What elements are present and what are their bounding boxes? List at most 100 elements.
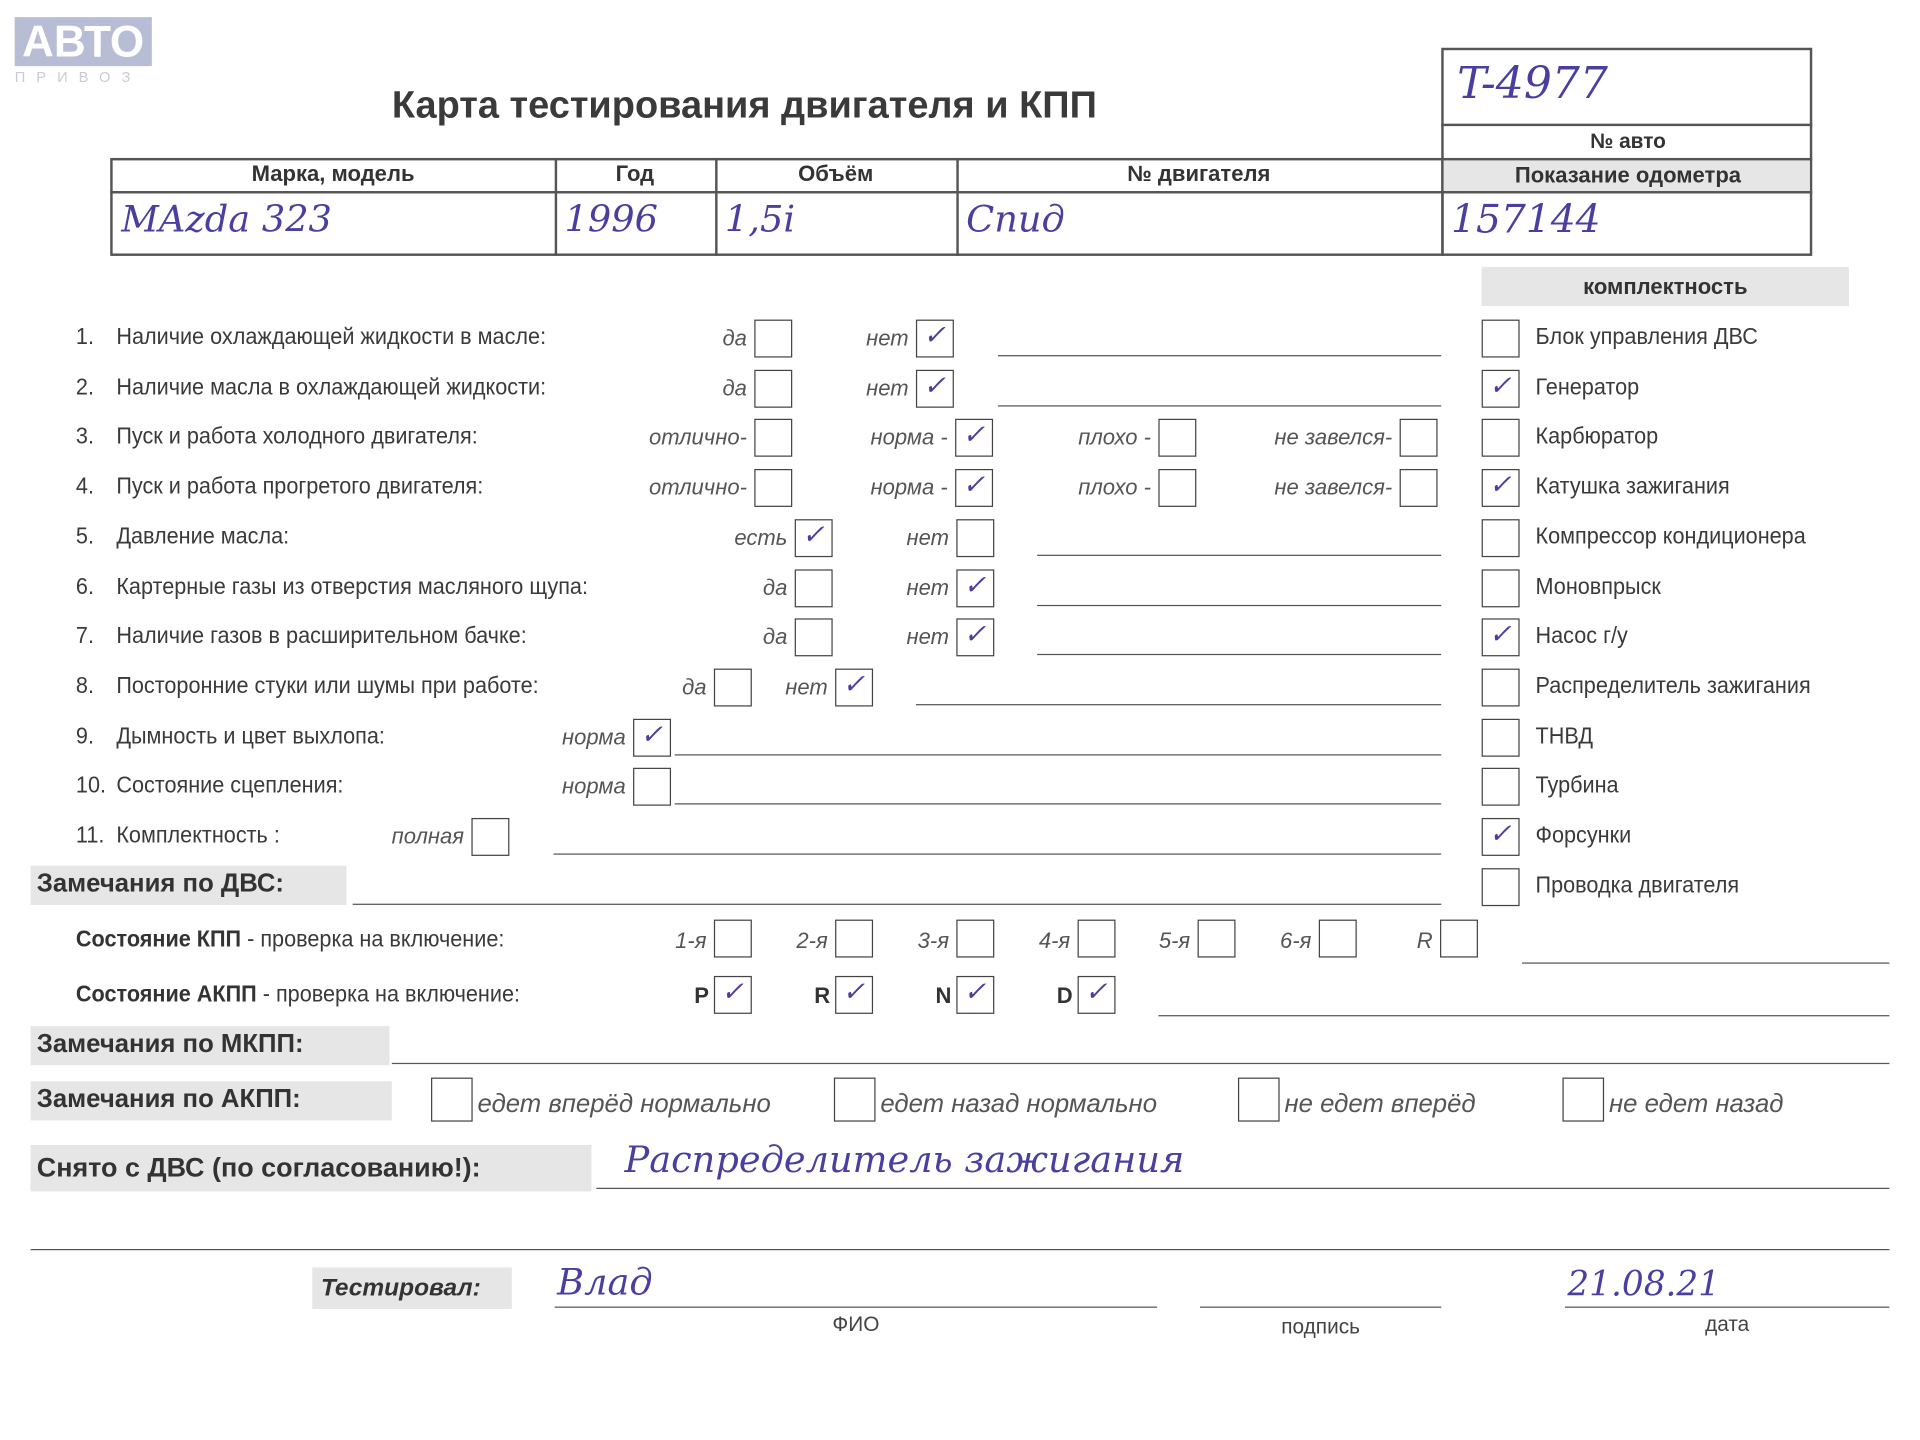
- column-header: Марка, модель: [251, 161, 415, 187]
- check-number: 7.: [75, 623, 94, 650]
- completeness-title: комплектность: [1583, 274, 1748, 299]
- option-label: нет: [866, 325, 909, 351]
- check-option-checkbox[interactable]: [955, 469, 994, 508]
- auto-remark-checkbox[interactable]: [1237, 1077, 1280, 1122]
- completeness-item-label: ТНВД: [1535, 723, 1593, 749]
- auto-remark-checkbox[interactable]: [1562, 1077, 1605, 1122]
- check-option-checkbox[interactable]: [1158, 419, 1197, 458]
- auto-remark-checkbox[interactable]: [833, 1077, 876, 1122]
- blank-line: [1522, 962, 1890, 964]
- check-option-checkbox[interactable]: [754, 319, 793, 358]
- column-header: Объём: [798, 161, 874, 187]
- page-title: Карта тестирования двигателя и КПП: [391, 83, 1097, 127]
- column-divider: [956, 157, 959, 256]
- completeness-checkbox[interactable]: [1481, 518, 1520, 557]
- completeness-checkbox[interactable]: [1481, 469, 1520, 508]
- manual-gear-checkbox[interactable]: [956, 919, 995, 958]
- manual-gear-checkbox[interactable]: [1440, 919, 1478, 958]
- car-box: [1441, 47, 1813, 256]
- date-caption: дата: [1705, 1312, 1750, 1336]
- completeness-checkbox[interactable]: [1481, 668, 1520, 707]
- option-label: нет: [906, 525, 949, 550]
- auto-gear-checkbox[interactable]: [713, 975, 752, 1014]
- gear-label: 2-я: [796, 928, 828, 953]
- column-value: Спид: [966, 198, 1065, 242]
- completeness-checkbox[interactable]: [1481, 768, 1520, 807]
- check-option-checkbox[interactable]: [633, 718, 672, 757]
- check-label: Наличие охлаждающей жидкости в масле:: [116, 324, 547, 351]
- check-option-checkbox[interactable]: [794, 568, 833, 607]
- check-option-checkbox[interactable]: [633, 768, 672, 807]
- check-option-checkbox[interactable]: [915, 319, 954, 358]
- manual-gear-checkbox[interactable]: [1077, 919, 1116, 958]
- completeness-item-label: Насос г/у: [1535, 623, 1628, 650]
- auto-gear-checkbox[interactable]: [835, 975, 874, 1014]
- completeness-checkbox[interactable]: [1481, 369, 1520, 408]
- column-divider: [554, 157, 557, 256]
- check-number: 4.: [75, 473, 94, 500]
- completeness-checkbox[interactable]: [1481, 618, 1520, 657]
- name-caption: ФИО: [832, 1312, 880, 1336]
- completeness-checkbox[interactable]: [1481, 867, 1520, 906]
- completeness-title-bg: [1481, 266, 1849, 307]
- test-date: 21.08.21: [1567, 1263, 1721, 1305]
- check-option-checkbox[interactable]: [1399, 419, 1438, 458]
- check-number: 6.: [75, 573, 94, 600]
- blank-line: [553, 853, 1442, 855]
- logo-text: АВТО: [14, 17, 152, 67]
- completeness-checkbox[interactable]: [1481, 419, 1520, 458]
- check-label: Картерные газы из отверстия масляного щу…: [116, 573, 588, 600]
- check-option-checkbox[interactable]: [956, 518, 995, 557]
- check-option-checkbox[interactable]: [754, 469, 793, 508]
- check-option-checkbox[interactable]: [956, 568, 995, 607]
- removed-line: [596, 1187, 1890, 1189]
- column-header: Год: [615, 161, 655, 187]
- column-divider: [715, 157, 717, 256]
- manual-check-label: Состояние КПП - проверка на включение:: [76, 927, 504, 954]
- manual-remarks-bg: [30, 1026, 390, 1066]
- divider: [1441, 191, 1813, 194]
- check-label: Комплектность :: [116, 822, 280, 849]
- manual-gear-checkbox[interactable]: [1318, 919, 1357, 958]
- completeness-checkbox[interactable]: [1481, 718, 1520, 757]
- check-option-checkbox[interactable]: [1158, 469, 1197, 508]
- check-option-checkbox[interactable]: [955, 419, 994, 458]
- column-value: 1,5i: [724, 198, 796, 242]
- check-option-checkbox[interactable]: [1399, 469, 1438, 508]
- check-option-checkbox[interactable]: [835, 668, 874, 707]
- auto-remark-label: едет вперёд нормально: [477, 1089, 771, 1118]
- auto-remark-checkbox[interactable]: [431, 1077, 473, 1122]
- manual-gear-checkbox[interactable]: [713, 919, 752, 958]
- option-label: нет: [785, 674, 828, 700]
- check-option-checkbox[interactable]: [713, 668, 752, 707]
- auto-gear-checkbox[interactable]: [1077, 975, 1116, 1014]
- option-label: да: [762, 574, 788, 600]
- blank-line: [554, 1306, 1158, 1308]
- completeness-item-label: Турбина: [1535, 773, 1619, 799]
- check-option-checkbox[interactable]: [956, 618, 995, 657]
- signature-caption: подпись: [1281, 1315, 1360, 1339]
- completeness-checkbox[interactable]: [1481, 817, 1520, 856]
- check-number: 3.: [75, 424, 94, 450]
- blank-line: [1037, 654, 1442, 656]
- check-option-checkbox[interactable]: [794, 518, 833, 557]
- check-label: Наличие масла в охлаждающей жидкости:: [116, 374, 547, 401]
- manual-gear-checkbox[interactable]: [1197, 919, 1236, 958]
- option-label: отлично-: [648, 475, 747, 500]
- logo: АВТО ПРИВОЗ: [14, 17, 152, 86]
- check-option-checkbox[interactable]: [794, 618, 833, 657]
- check-option-checkbox[interactable]: [754, 369, 793, 408]
- option-label: норма: [561, 724, 626, 749]
- completeness-checkbox[interactable]: [1481, 568, 1520, 607]
- manual-gear-checkbox[interactable]: [835, 919, 874, 958]
- completeness-item-label: Компрессор кондиционера: [1535, 523, 1806, 550]
- option-label: не завелся-: [1274, 425, 1393, 450]
- check-option-checkbox[interactable]: [754, 419, 793, 458]
- engine-remarks-bg: [30, 865, 347, 905]
- completeness-checkbox[interactable]: [1481, 319, 1520, 358]
- check-option-checkbox[interactable]: [471, 817, 510, 856]
- completeness-item-label: Проводка двигателя: [1535, 872, 1740, 899]
- check-option-checkbox[interactable]: [915, 369, 954, 408]
- option-label: да: [762, 624, 788, 650]
- auto-gear-checkbox[interactable]: [956, 975, 995, 1014]
